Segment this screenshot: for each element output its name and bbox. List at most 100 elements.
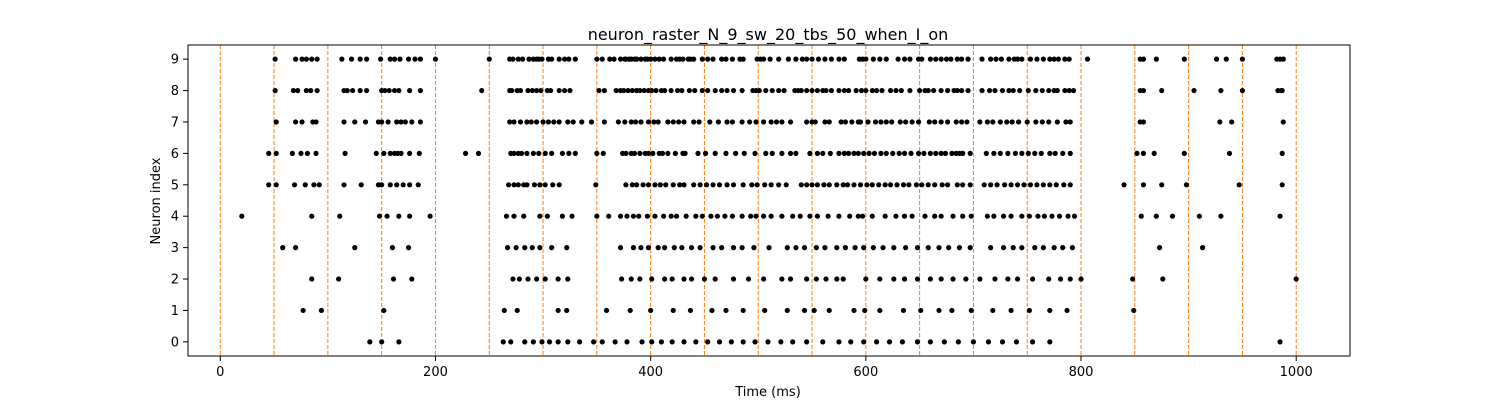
spike-point [844,182,851,188]
spike-point [556,56,562,62]
spike-point [624,213,630,219]
spike-point [739,245,745,251]
spike-point [938,276,944,282]
spike-point [522,245,528,251]
spike-point [797,213,803,219]
x-tick-label: 600 [853,365,878,380]
spike-point [1280,56,1286,62]
spike-point [730,245,737,251]
spike-point [382,87,388,94]
spike-point [1196,213,1202,219]
spike-point [1069,245,1076,251]
spike-point [379,182,385,188]
spike-point [549,56,555,62]
spike-point [1277,339,1283,345]
spike-point [645,150,652,156]
spike-point [784,307,790,314]
spike-point [932,213,938,219]
spike-point [511,182,517,188]
x-tick-label: 800 [1069,365,1094,380]
spike-point [524,119,530,125]
spike-point [765,339,771,345]
spike-point [623,182,629,188]
spike-point [950,276,956,282]
spike-point [555,307,561,314]
spike-point [983,150,989,156]
spike-point [851,150,857,156]
spike-point [599,56,605,62]
spike-point [999,339,1006,345]
spike-point [524,182,530,188]
spike-point [572,56,578,62]
spike-point [862,307,868,314]
y-tick-label: 9 [171,53,179,68]
spike-point [292,119,299,125]
spike-point [724,87,730,94]
spike-point [864,182,870,188]
spike-point [714,213,720,219]
spike-point [398,119,404,125]
spike-point [965,87,971,94]
spike-point [901,213,908,219]
spike-point [890,150,896,156]
spike-point [823,276,829,282]
spike-point [501,307,507,314]
spike-point [752,339,758,345]
spike-point [530,150,536,156]
spike-point [660,56,667,62]
spike-point [804,119,810,125]
spike-point [799,56,805,62]
spike-point [649,87,655,94]
spike-point [1017,87,1023,94]
spike-point [648,56,654,62]
spike-point [997,119,1003,125]
spike-point [863,87,869,94]
spike-point [942,150,949,156]
spike-point [815,56,822,62]
spike-point [1060,245,1066,251]
spike-point [814,182,821,188]
spike-point [776,56,782,62]
spike-point [520,56,526,62]
spike-point [630,213,637,219]
spike-point [826,119,832,125]
spike-point [901,56,908,62]
spike-point [861,339,867,345]
spike-point [1051,245,1057,251]
spike-point [858,87,865,94]
spike-point [682,150,688,156]
spike-point [1064,307,1070,314]
spike-point [883,150,889,156]
spike-point [716,182,723,188]
spike-point [1063,119,1069,125]
spike-point [887,87,894,94]
spike-point [1047,339,1053,345]
spike-point [1056,213,1063,219]
chart-title: neuron_raster_N_9_sw_20_tbs_50_when_I_on [588,25,949,45]
spike-point [638,119,644,125]
spike-point [696,119,702,125]
spike-point [649,339,655,345]
spike-point [266,182,272,188]
spike-point [1026,307,1032,314]
spike-point [848,339,854,345]
spike-point [730,87,737,94]
spike-point [1217,119,1223,125]
spike-point [652,182,658,188]
spike-point [865,119,871,125]
spike-point [710,56,716,62]
spike-point [1067,150,1073,156]
spike-point [289,150,295,156]
spike-point [703,182,710,188]
spike-point [384,213,390,219]
spike-point [822,245,828,251]
spike-point [1005,276,1011,282]
spike-point [729,213,736,219]
spike-point [1000,245,1007,251]
spike-point [781,87,787,94]
spike-point [1239,56,1246,62]
spike-point [812,119,818,125]
spike-point [878,150,884,156]
spike-point [659,150,666,156]
spike-point [701,276,708,282]
